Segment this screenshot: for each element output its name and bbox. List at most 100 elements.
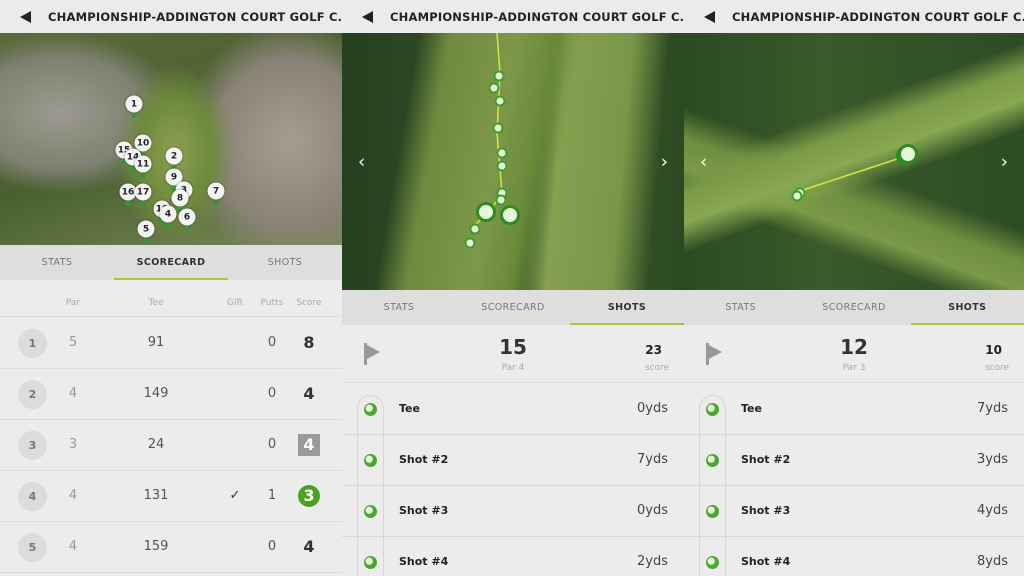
score-value: 3: [298, 485, 320, 507]
chevron-right-icon[interactable]: ›: [660, 151, 668, 172]
tee-value: 159: [143, 539, 169, 554]
score-label: score: [984, 363, 1009, 373]
shot-marker[interactable]: [496, 160, 508, 172]
shot-marker[interactable]: [500, 205, 520, 225]
hole-summary: 12 Par 3 10 score: [684, 325, 1024, 383]
shot-row[interactable]: Shot #4 2yds: [342, 537, 684, 576]
shot-distance: 2yds: [637, 554, 668, 569]
course-map[interactable]: 11015141129316171887465: [0, 33, 342, 245]
flag-icon: [706, 343, 722, 365]
shot-path: [471, 33, 503, 229]
score-value: 4: [303, 537, 315, 556]
tab-stats[interactable]: STATS: [41, 257, 73, 268]
hole-pin[interactable]: 5: [137, 220, 155, 243]
shot-marker[interactable]: [492, 122, 504, 134]
shot-row[interactable]: Tee 7yds: [684, 384, 1024, 435]
tee-value: 91: [147, 335, 165, 350]
tab-bar: STATS SCORECARD SHOTS: [342, 290, 684, 325]
header: CHAMPIONSHIP-ADDINGTON COURT GOLF C...: [684, 0, 1024, 33]
gir-check-icon: ✓: [229, 488, 241, 503]
scorecard-row[interactable]: 1 5 91 0 8: [0, 318, 342, 369]
shot-marker[interactable]: [469, 223, 481, 235]
par-value: 4: [68, 386, 78, 401]
shot-marker[interactable]: [488, 82, 500, 94]
shot-distance: 7yds: [977, 401, 1008, 416]
back-arrow-icon[interactable]: [362, 10, 373, 23]
golf-ball-icon: [706, 505, 719, 518]
golf-ball-icon: [706, 454, 719, 467]
chevron-left-icon[interactable]: ‹: [358, 151, 366, 172]
hole-pin[interactable]: 8: [171, 189, 189, 212]
hole-number: 1: [18, 329, 47, 358]
hole-pin[interactable]: 9: [165, 168, 183, 191]
tab-scorecard[interactable]: SCORECARD: [481, 302, 545, 313]
shot-marker[interactable]: [493, 70, 505, 82]
back-arrow-icon[interactable]: [704, 10, 715, 23]
score-value: 4: [298, 434, 320, 456]
scorecard-row[interactable]: 2 4 149 0 4: [0, 369, 342, 420]
hole-pin[interactable]: 10: [134, 134, 152, 157]
shot-label: Shot #3: [399, 504, 449, 517]
tab-stats[interactable]: STATS: [383, 302, 415, 313]
shots-screen-hole-15: CHAMPIONSHIP-ADDINGTON COURT GOLF C... ‹…: [342, 0, 684, 576]
par-value: 4: [68, 539, 78, 554]
shot-marker[interactable]: [495, 194, 507, 206]
header: CHAMPIONSHIP-ADDINGTON COURT GOLF C...: [0, 0, 342, 33]
hole-map[interactable]: ‹ ›: [684, 33, 1024, 290]
score-value: 8: [303, 333, 315, 352]
shot-distance: 8yds: [977, 554, 1008, 569]
hole-map[interactable]: ‹ ›: [342, 33, 684, 290]
tab-shots[interactable]: SHOTS: [267, 257, 303, 268]
hole-number: 3: [18, 431, 47, 460]
chevron-right-icon[interactable]: ›: [1000, 151, 1008, 172]
scorecard-row[interactable]: 3 3 24 0 4: [0, 420, 342, 471]
golf-ball-icon: [364, 556, 377, 569]
shot-distance: 4yds: [977, 503, 1008, 518]
shot-marker[interactable]: [464, 237, 476, 249]
shot-label: Shot #4: [741, 555, 791, 568]
hole-pin[interactable]: 7: [207, 182, 225, 205]
shot-path: [799, 155, 907, 192]
shot-row[interactable]: Shot #3 0yds: [342, 486, 684, 537]
tab-scorecard[interactable]: SCORECARD: [114, 245, 228, 280]
course-title: CHAMPIONSHIP-ADDINGTON COURT GOLF C...: [390, 9, 684, 24]
col-score: Score: [296, 298, 322, 308]
hole-par: Par 3: [842, 363, 866, 373]
shot-row[interactable]: Shot #3 4yds: [684, 486, 1024, 537]
scorecard-row[interactable]: 5 4 159 0 4: [0, 522, 342, 573]
tee-value: 149: [143, 386, 169, 401]
shot-row[interactable]: Shot #4 8yds: [684, 537, 1024, 576]
hole-pin[interactable]: 17: [134, 183, 152, 206]
golf-ball-icon: [364, 505, 377, 518]
shot-marker[interactable]: [898, 144, 918, 164]
hole-pin[interactable]: 11: [134, 155, 152, 178]
tab-shots[interactable]: SHOTS: [570, 290, 684, 325]
shot-label: Shot #2: [741, 453, 791, 466]
scorecard-row[interactable]: 4 4 131 ✓ 1 3: [0, 471, 342, 522]
shot-distance: 0yds: [637, 503, 668, 518]
shot-marker[interactable]: [476, 202, 496, 222]
shot-row[interactable]: Shot #2 3yds: [684, 435, 1024, 486]
shot-marker[interactable]: [496, 147, 508, 159]
tab-shots[interactable]: SHOTS: [910, 290, 1024, 325]
par-value: 3: [68, 437, 78, 452]
hole-pin[interactable]: 4: [159, 205, 177, 228]
course-title: CHAMPIONSHIP-ADDINGTON COURT GOLF C...: [48, 9, 342, 24]
hole-number: 4: [18, 482, 47, 511]
hole-pin[interactable]: 1: [125, 95, 143, 118]
hole-pin[interactable]: 16: [119, 183, 137, 206]
hole-pin[interactable]: 6: [178, 208, 196, 231]
shot-row[interactable]: Tee 0yds: [342, 384, 684, 435]
back-arrow-icon[interactable]: [20, 10, 31, 23]
shot-marker[interactable]: [494, 95, 506, 107]
tee-value: 24: [147, 437, 165, 452]
shot-marker[interactable]: [791, 190, 803, 202]
tab-stats[interactable]: STATS: [725, 302, 757, 313]
tab-scorecard[interactable]: SCORECARD: [822, 302, 886, 313]
hole-pin[interactable]: 2: [165, 147, 183, 170]
shot-row[interactable]: Shot #2 7yds: [342, 435, 684, 486]
score-label: score: [644, 363, 669, 373]
score-value: 4: [303, 384, 315, 403]
chevron-left-icon[interactable]: ‹: [700, 151, 708, 172]
scorecard-header: Par Tee GIR Putts Score: [0, 281, 342, 317]
